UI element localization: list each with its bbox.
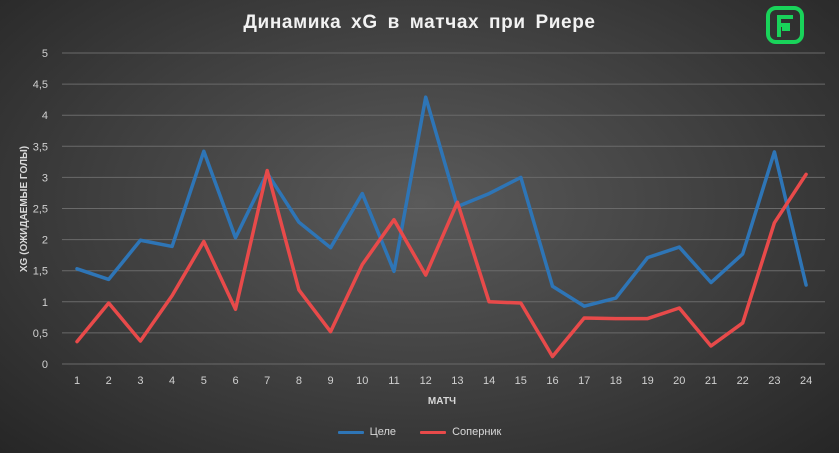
chart-title: Динамика xG в матчах при Риере	[243, 12, 596, 33]
x-tick-label: 15	[515, 375, 527, 387]
y-tick-label: 2	[42, 235, 48, 247]
y-tick-label: 4,5	[33, 79, 48, 91]
y-tick-label: 0	[42, 359, 48, 371]
series-line-cele	[75, 95, 808, 308]
x-tick-label: 4	[169, 375, 175, 387]
x-tick-label: 6	[232, 375, 238, 387]
grid-lines	[62, 52, 825, 365]
legend-swatch-opponent	[420, 430, 447, 434]
y-axis-ticks: 0 0,5 1 1,5 2 2,5 3 3,5 4 4,5 5	[33, 48, 48, 371]
y-tick-label: 4	[42, 110, 48, 122]
y-tick-label: 2,5	[33, 204, 48, 216]
x-tick-label: 12	[420, 375, 432, 387]
x-tick-label: 9	[328, 375, 334, 387]
x-tick-label: 14	[483, 375, 495, 387]
y-axis-label: XG (ОЖИДАЕМЫЕ ГОЛЫ)	[19, 146, 30, 272]
legend-item-cele: Целе	[337, 426, 397, 438]
legend-label-cele: Целе	[369, 426, 397, 438]
x-axis-ticks: 1 2 3 4 5 6 7 8 9 10 11 12 13 14 15 16 17 18 19 20 21 22 23 24	[74, 375, 812, 387]
x-tick-label: 16	[546, 375, 558, 387]
x-tick-label: 11	[388, 375, 399, 387]
brand-logo-icon	[766, 6, 804, 44]
x-tick-label: 21	[705, 375, 717, 387]
legend-swatch-cele	[337, 430, 364, 434]
x-tick-label: 19	[641, 375, 653, 387]
legend-label-opponent: Соперник	[452, 426, 502, 438]
x-tick-label: 24	[800, 375, 812, 387]
x-tick-label: 20	[673, 375, 685, 387]
x-tick-label: 3	[137, 375, 143, 387]
x-tick-label: 7	[264, 375, 270, 387]
series-line-opponent	[75, 168, 808, 359]
x-tick-label: 23	[768, 375, 780, 387]
x-tick-label: 2	[106, 375, 112, 387]
x-tick-label: 1	[74, 375, 80, 387]
x-tick-label: 17	[578, 375, 590, 387]
x-tick-label: 8	[296, 375, 302, 387]
x-tick-label: 18	[610, 375, 622, 387]
x-tick-label: 10	[356, 375, 368, 387]
y-tick-label: 3	[42, 172, 48, 184]
series-lines	[75, 95, 808, 359]
y-tick-label: 5	[42, 48, 48, 60]
legend-item-opponent: Соперник	[420, 426, 501, 438]
x-tick-label: 5	[201, 375, 207, 387]
legend: Целе Соперник	[0, 426, 839, 438]
y-tick-label: 0,5	[33, 328, 48, 340]
y-tick-label: 1	[42, 297, 48, 309]
y-tick-label: 1,5	[33, 266, 48, 278]
x-axis-label: МАТЧ	[428, 396, 456, 407]
y-tick-label: 3,5	[33, 141, 48, 153]
x-tick-label: 13	[451, 375, 463, 387]
x-tick-label: 22	[737, 375, 749, 387]
